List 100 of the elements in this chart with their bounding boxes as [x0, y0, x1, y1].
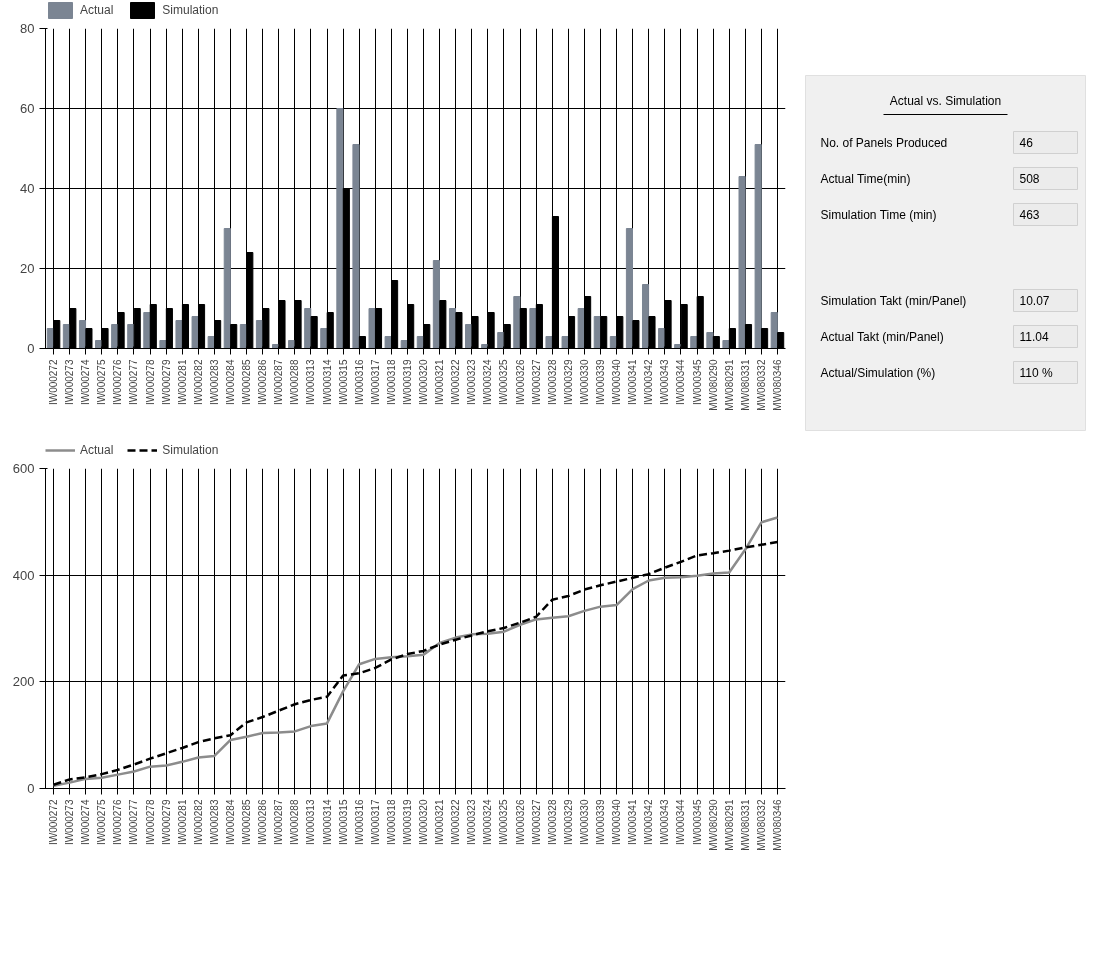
- x-tick-label: MW080331: [739, 799, 751, 851]
- y-tick-label: 80: [20, 21, 35, 36]
- bar: [706, 332, 714, 349]
- text: 508: [1019, 172, 1040, 186]
- bar: [561, 336, 569, 349]
- x-tick-label: IW000281: [176, 799, 188, 846]
- x-tick-label: IW000314: [321, 359, 333, 406]
- bar: [175, 320, 183, 349]
- x-tick-label: IW000274: [80, 359, 92, 406]
- y-tick-label: 200: [12, 674, 35, 690]
- x-tick-label: IW000277: [128, 359, 140, 406]
- bar: [529, 308, 537, 349]
- x-tick-label: IW000278: [144, 359, 156, 406]
- x-tick-label: MW080290: [707, 799, 719, 851]
- bar: [384, 336, 392, 349]
- x-tick-label: IW000325: [498, 359, 510, 406]
- x-tick-label: IW000278: [144, 799, 156, 846]
- x-tick-label: IW000276: [112, 359, 124, 406]
- y-tick-label: 40: [20, 181, 35, 196]
- x-tick-label: IW000287: [273, 799, 285, 846]
- x-tick-label: IW000275: [96, 799, 108, 846]
- x-tick-label: IW000316: [353, 359, 365, 406]
- x-tick-label: IW000272: [48, 799, 60, 846]
- bar: [545, 336, 553, 349]
- bar: [352, 144, 360, 349]
- x-tick-label: IW000315: [337, 799, 349, 846]
- text: 110 %: [1019, 365, 1053, 380]
- x-tick-label: IW000314: [321, 799, 333, 846]
- x-tick-label: IW000288: [289, 359, 301, 406]
- x-tick-label: IW000279: [160, 799, 172, 846]
- x-tick-label: MW080291: [723, 359, 735, 411]
- x-tick-label: IW000319: [401, 359, 413, 406]
- x-tick-label: IW000285: [241, 359, 253, 406]
- x-tick-label: IW000283: [208, 799, 220, 846]
- x-tick-label: IW000326: [514, 359, 526, 406]
- x-tick-label: IW000282: [192, 799, 204, 846]
- text: Actual vs. Simulation: [889, 93, 1002, 108]
- x-tick-label: IW000313: [305, 799, 317, 846]
- x-tick-label: IW000344: [675, 359, 687, 406]
- x-tick-label: IW000282: [192, 359, 204, 406]
- x-tick-label: IW000281: [176, 359, 188, 406]
- y-tick-label: 0: [27, 341, 35, 356]
- y-tick-label: 600: [12, 461, 35, 476]
- x-tick-label: IW000277: [128, 799, 140, 846]
- x-tick-label: IW000279: [160, 359, 172, 406]
- x-tick-label: IW000322: [450, 359, 462, 406]
- x-tick-label: IW000284: [225, 359, 236, 406]
- x-tick-label: IW000288: [289, 799, 301, 846]
- x-tick-label: IW000328: [546, 359, 558, 406]
- text: 10.07: [1019, 294, 1050, 308]
- x-tick-label: IW000344: [675, 799, 687, 846]
- x-tick-label: IW000330: [578, 799, 590, 846]
- x-tick-label: MW080291: [723, 799, 735, 851]
- legend-label: Actual: [80, 3, 114, 17]
- x-tick-label: IW000272: [48, 359, 60, 406]
- x-tick-label: IW000324: [482, 799, 494, 846]
- x-tick-label: MW080332: [755, 799, 767, 851]
- x-tick-label: MW080346: [771, 799, 783, 851]
- x-tick-label: IW000313: [305, 359, 317, 406]
- x-tick-label: IW000318: [385, 799, 397, 846]
- bar: [191, 316, 199, 349]
- text: 11.04: [1019, 330, 1049, 344]
- x-tick-label: IW000319: [401, 799, 413, 846]
- x-tick-label: IW000323: [466, 799, 478, 846]
- x-tick-label: IW000317: [369, 799, 381, 846]
- x-tick-label: IW000330: [578, 359, 590, 406]
- x-tick-label: IW000286: [257, 799, 269, 846]
- bar: [770, 312, 778, 349]
- text: Actual Takt (min/Panel): [820, 329, 944, 344]
- x-tick-label: IW000287: [273, 359, 285, 406]
- x-tick-label: IW000345: [691, 799, 703, 846]
- x-tick-label: IW000339: [595, 359, 606, 406]
- x-tick-label: IW000342: [643, 799, 655, 846]
- x-tick-label: IW000343: [659, 799, 671, 846]
- x-tick-label: IW000329: [562, 799, 574, 846]
- x-tick-label: IW000341: [627, 799, 639, 846]
- bar: [143, 312, 151, 349]
- bar: [738, 176, 746, 349]
- text: Actual Time(min): [820, 171, 911, 186]
- x-tick-label: IW000327: [530, 359, 542, 406]
- x-tick-label: IW000343: [659, 359, 671, 406]
- x-tick-label: IW000286: [257, 359, 269, 406]
- text: Simulation Time (min): [820, 207, 937, 222]
- bar: [320, 328, 328, 349]
- x-tick-label: IW000321: [434, 359, 446, 406]
- x-tick-label: IW000274: [80, 799, 92, 846]
- bar: [754, 144, 762, 349]
- bar: [722, 340, 730, 349]
- x-tick-label: IW000276: [112, 799, 124, 846]
- x-tick-label: IW000316: [353, 799, 365, 846]
- x-tick-label: MW080331: [739, 359, 751, 411]
- x-tick-label: IW000273: [64, 799, 76, 846]
- x-tick-label: IW000321: [434, 799, 446, 846]
- x-tick-label: IW000320: [418, 799, 430, 846]
- x-tick-label: IW000283: [208, 359, 220, 406]
- x-tick-label: IW000326: [514, 799, 526, 846]
- x-tick-label: IW000325: [498, 799, 510, 846]
- text: Simulation Takt (min/Panel): [820, 293, 967, 308]
- legend-label: Simulation: [162, 3, 219, 17]
- bar: [641, 284, 650, 349]
